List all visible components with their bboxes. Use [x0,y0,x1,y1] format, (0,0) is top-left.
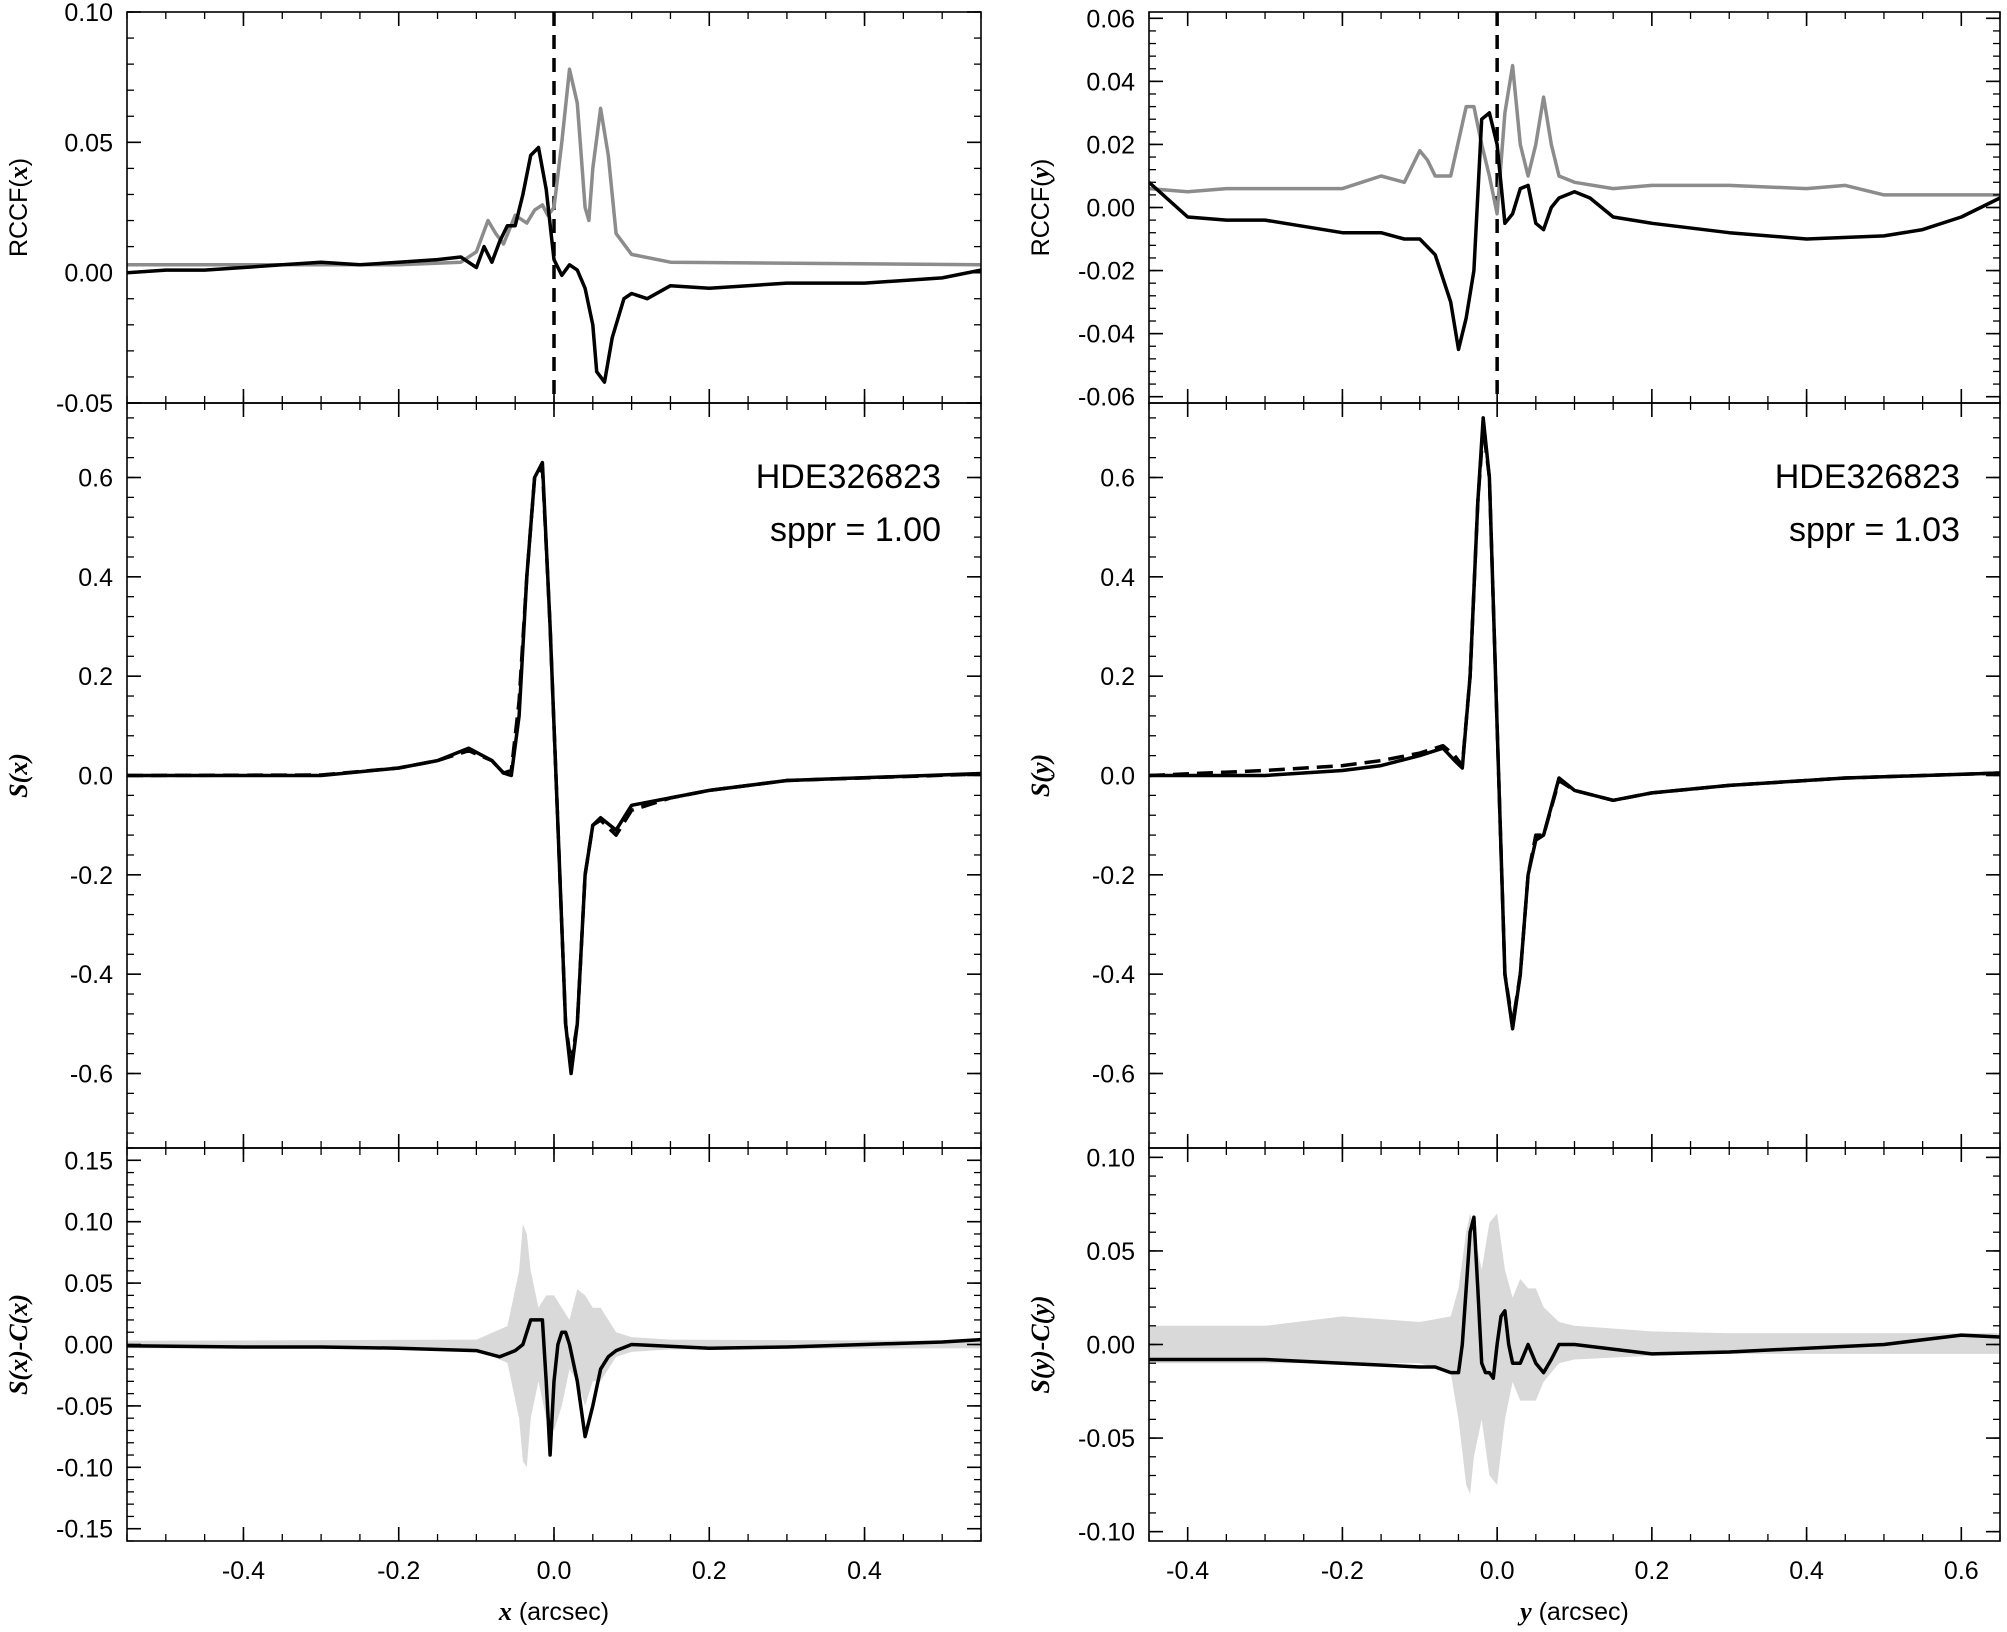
y-tick-label: 0.15 [64,1147,113,1175]
panel-left-s: -0.6 -0.4 -0.2 0.0 0.2 0.4 0.6 S(x) HDE326823 spp… [4,402,982,1149]
panel-right-resid: -0.10 -0.05 0.00 0.05 0.10 S(y)-C(y) -0.4 -0.2 0… [1026,1144,2001,1626]
series-line-1 [1149,416,2000,1031]
panel-left-rccf: -0.05 0.00 0.05 0.10 RCCF(x) [4,0,982,418]
y-axis-title: S(y)-C(y) [1026,1295,1055,1393]
y-tick-label: 0.6 [1100,465,1135,493]
y-tick-label: -0.2 [70,862,113,890]
y-tick-label: 0.05 [1086,1238,1135,1266]
y-tick-label: 0.00 [1086,195,1135,223]
y-tick-label: 0.05 [64,1270,113,1298]
y-tick-label: -0.2 [1092,862,1135,890]
panel-annotation: HDE326823 [756,458,941,496]
y-tick-label: -0.05 [1078,1425,1135,1453]
y-axis-title: S(y) [1026,754,1055,797]
left-column: -0.050.000.050.10RCCF(x)-0.6-0.4-0.20.00… [4,0,982,1626]
x-axis-title: y (arcsec) [1517,1597,1629,1626]
panel-frame [1148,11,2001,404]
y-tick-label: -0.15 [56,1516,113,1544]
y-tick-label: 0.6 [78,465,113,493]
y-tick-label: 0.10 [64,1209,113,1237]
y-axis-title: S(x) [4,753,33,798]
y-tick-label: 0.00 [1086,1332,1135,1360]
series-line-0 [127,465,981,1066]
y-tick-label: 0.04 [1086,68,1135,96]
x-tick-label: -0.4 [1166,1557,1209,1585]
x-tick-label: -0.2 [377,1557,420,1585]
panel-right-rccf: -0.06 -0.04 -0.02 0.00 0.02 0.04 0.06 RCCF(y) [1026,5,2001,412]
y-tick-label: 0.4 [1100,564,1135,592]
uncertainty-band [1149,1213,2000,1495]
y-tick-label: -0.6 [1092,1061,1135,1089]
series-line-0 [127,1318,981,1457]
x-tick-label: 0.2 [1634,1557,1669,1585]
y-tick-label: 0.00 [64,260,113,288]
y-axis-title: S(x)-C(x) [4,1294,33,1395]
panel-left-resid: -0.15 -0.10 -0.05 0.00 0.05 0.10 0.15 S(x)-C(x)… [4,1147,982,1626]
x-tick-label: -0.2 [1321,1557,1364,1585]
y-tick-label: 0.2 [78,663,113,691]
x-tick-label: -0.4 [222,1557,265,1585]
right-column: -0.06-0.04-0.020.000.020.040.06RCCF(y)-0… [1026,5,2001,1626]
y-tick-label: 0.4 [78,564,113,592]
x-tick-label: 0.4 [1789,1557,1824,1585]
y-tick-label: -0.10 [56,1454,113,1482]
x-tick-label: 0.2 [692,1557,727,1585]
x-tick-label: 0.0 [537,1557,572,1585]
y-tick-label: -0.4 [1092,961,1135,989]
panel-right-s: -0.6 -0.4 -0.2 0.0 0.2 0.4 0.6 S(y) HDE326823 spp… [1026,402,2001,1149]
y-tick-label: 0.0 [1100,763,1135,791]
panel-annotation: HDE326823 [1775,458,1960,496]
series-line-1 [1149,111,2000,352]
series-line-1 [127,460,981,1076]
y-tick-label: -0.02 [1078,258,1135,286]
y-tick-label: -0.06 [1078,384,1135,412]
x-axis-title: x (arcsec) [498,1597,609,1626]
y-tick-label: 0.10 [64,0,113,27]
y-tick-label: -0.05 [56,1393,113,1421]
panel-annotation: sppr = 1.03 [1789,511,1960,549]
y-tick-label: 0.06 [1086,5,1135,33]
y-tick-label: -0.05 [56,390,113,418]
x-tick-label: 0.0 [1480,1557,1515,1585]
y-tick-label: -0.04 [1078,321,1135,349]
y-tick-label: 0.02 [1086,131,1135,159]
uncertainty-band [127,1224,981,1468]
panel-annotation: sppr = 1.00 [770,511,941,549]
y-tick-label: 0.10 [1086,1144,1135,1172]
y-tick-label: 0.0 [78,763,113,791]
x-tick-label: 0.6 [1944,1557,1979,1585]
series-line-0 [127,67,981,267]
series-line-0 [1149,63,2000,216]
y-tick-label: -0.10 [1078,1519,1135,1547]
y-axis-title: RCCF(y) [1026,159,1055,257]
series-line-0 [1149,1215,2000,1380]
y-tick-label: -0.6 [70,1061,113,1089]
y-tick-label: 0.05 [64,129,113,157]
y-tick-label: 0.00 [64,1332,113,1360]
series-line-1 [127,145,981,384]
y-tick-label: 0.2 [1100,663,1135,691]
x-tick-label: 0.4 [847,1557,882,1585]
y-axis-title: RCCF(x) [4,158,33,257]
y-tick-label: -0.4 [70,961,113,989]
